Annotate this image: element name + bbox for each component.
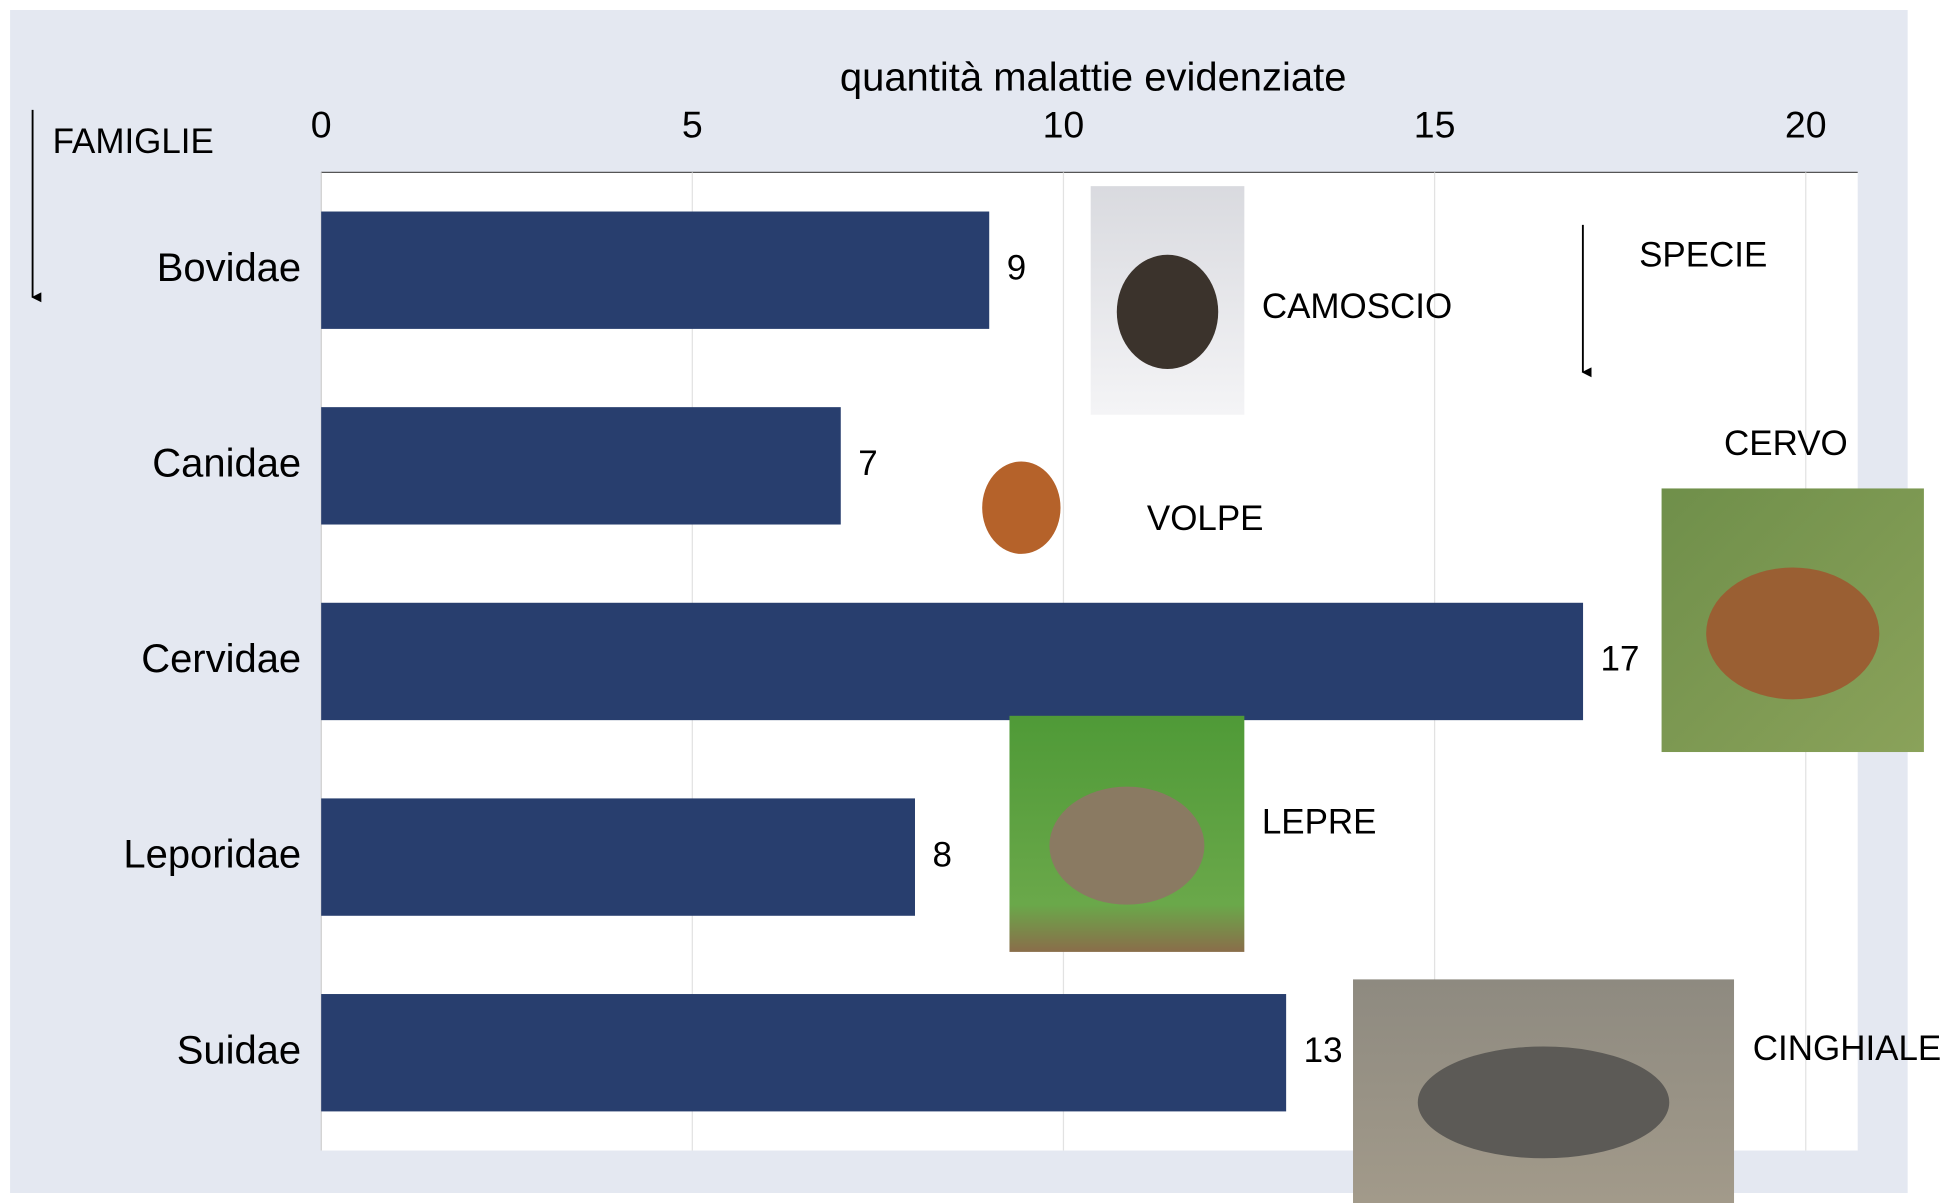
y-tick-label: Canidae	[152, 441, 301, 485]
x-tick-label: 10	[1043, 103, 1085, 145]
animal-figure	[1418, 1046, 1669, 1158]
value-label: 13	[1304, 1031, 1343, 1070]
x-tick-label: 5	[682, 103, 703, 145]
animal-figure	[1049, 787, 1204, 905]
axis-title: quantità malattie evidenziate	[840, 56, 1347, 100]
y-tick-label: Suidae	[177, 1028, 301, 1072]
bar	[321, 603, 1583, 720]
species-label: VOLPE	[1147, 499, 1264, 538]
x-tick-label: 20	[1785, 103, 1827, 145]
value-label: 17	[1601, 640, 1640, 679]
bar	[321, 798, 915, 915]
annotation: SPECIE	[1639, 236, 1767, 275]
bar	[321, 994, 1286, 1111]
x-tick-label: 0	[311, 103, 332, 145]
y-tick-label: Bovidae	[157, 246, 301, 290]
value-label: 9	[1007, 248, 1026, 287]
y-axis-label: FAMIGLIE	[53, 122, 214, 161]
page: {"chart_data": { "type": "bar", "orienta…	[0, 0, 1959, 1203]
animal-figure	[1706, 568, 1879, 700]
bar	[321, 212, 989, 329]
species-label: CAMOSCIO	[1262, 287, 1452, 326]
bar	[321, 407, 841, 524]
animal-figure	[1117, 255, 1218, 369]
species-label: CINGHIALE	[1753, 1029, 1942, 1068]
x-tick-label: 15	[1414, 103, 1456, 145]
y-tick-label: Cervidae	[141, 637, 301, 681]
chart: quantità malattie evidenziate FAMIGLIE S…	[0, 0, 1959, 1203]
species-label: LEPRE	[1262, 803, 1377, 842]
y-tick-label: Leporidae	[123, 833, 301, 877]
species-label: CERVO	[1724, 424, 1848, 463]
value-label: 7	[858, 444, 877, 483]
animal-figure	[982, 461, 1060, 553]
value-label: 8	[932, 835, 951, 874]
